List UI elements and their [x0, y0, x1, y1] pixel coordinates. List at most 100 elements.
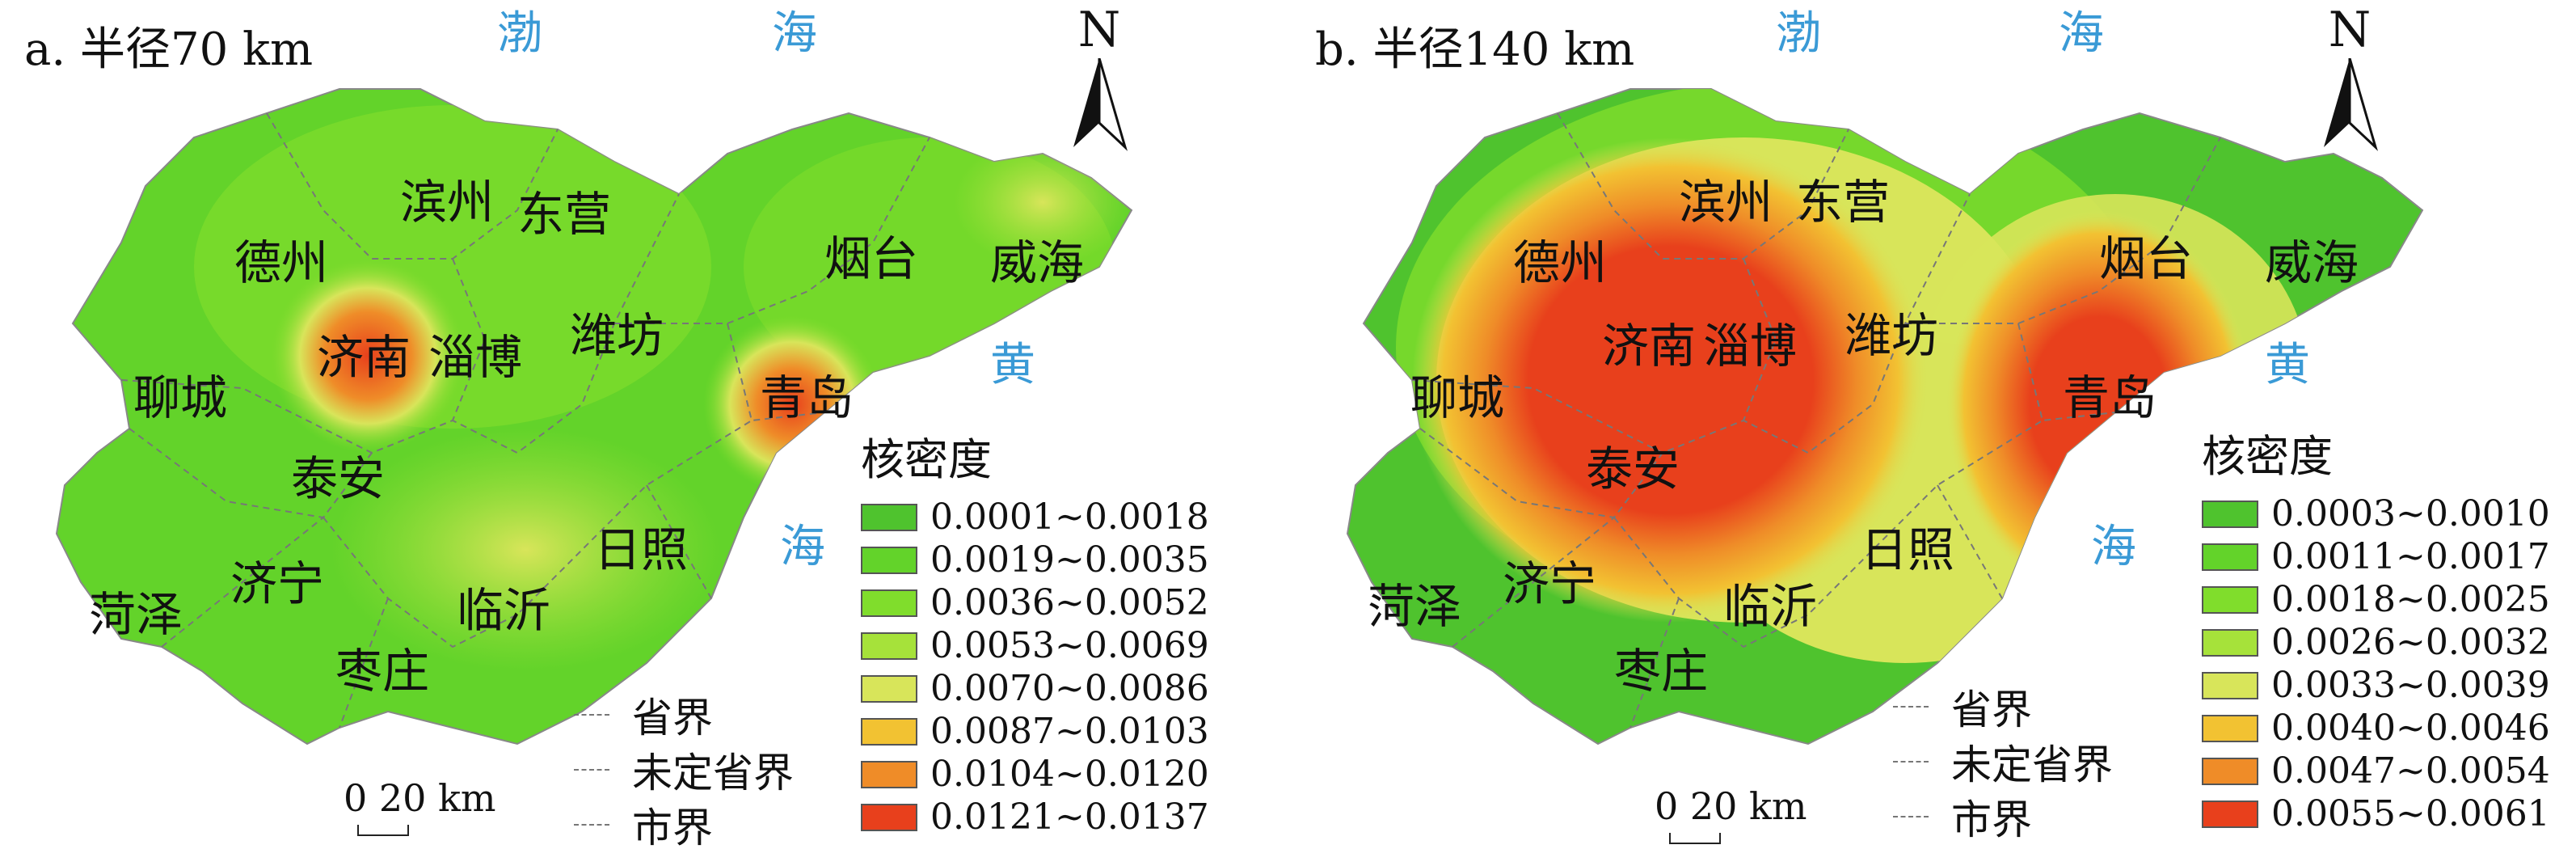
sea-label-huanghai-1: 黄 [990, 339, 1035, 391]
city-label: 青岛 [2063, 370, 2157, 425]
legend-range: 0.0104~0.0120 [930, 754, 1209, 795]
legend-swatch [2202, 714, 2258, 742]
city-label: 淄博 [428, 330, 522, 385]
legend-swatch [861, 503, 917, 531]
boundary-row: 未定省界 [1893, 734, 2113, 789]
legend-row: 0.0011~0.0017 [2202, 535, 2550, 578]
density-legend: 核密度 0.0003~0.0010 0.0011~0.0017 0.0018~0… [2202, 420, 2550, 835]
city-label: 潍坊 [1845, 308, 1938, 363]
city-label: 枣庄 [1614, 644, 1708, 699]
boundary-label: 市界 [1951, 796, 2032, 843]
legend-range: 0.0040~0.0046 [2271, 708, 2550, 749]
city-label: 临沂 [1723, 579, 1817, 634]
panel-title: b. 半径140 km [1315, 23, 1635, 76]
legend-range: 0.0036~0.0052 [930, 582, 1209, 623]
legend-range: 0.0019~0.0035 [930, 539, 1209, 581]
sea-label-huanghai-1: 黄 [2265, 339, 2310, 391]
boundary-line-swatch [1893, 706, 1929, 708]
city-label: 枣庄 [335, 644, 429, 699]
north-arrow: N [1067, 2, 1132, 158]
scale-label: 0 20 km [1655, 784, 1807, 828]
sea-label-bohai-2: 海 [772, 7, 817, 60]
boundary-label: 市界 [632, 805, 713, 851]
kernel-density-map-a: 渤 海 黄 海 滨州 东营 德州 烟台 威海 济南 淄博 潍坊 聊城 青岛 泰安… [55, 7, 1133, 746]
city-label: 威海 [990, 235, 1084, 290]
north-label: N [1077, 2, 1121, 58]
city-label: 日照 [1861, 522, 1954, 577]
legend-range: 0.0001~0.0018 [930, 496, 1209, 538]
city-label: 德州 [234, 235, 328, 290]
legend-range: 0.0121~0.0137 [930, 796, 1209, 838]
boundary-line-swatch [574, 714, 609, 716]
boundary-line-swatch [574, 824, 609, 826]
boundary-label: 未定省界 [632, 750, 794, 796]
city-label: 聊城 [1410, 370, 1504, 425]
city-label: 滨州 [400, 175, 494, 230]
boundary-row: 省界 [1893, 679, 2113, 734]
legend-swatch [861, 589, 917, 617]
city-label: 淄博 [1703, 319, 1797, 374]
city-label: 菏泽 [1368, 579, 1461, 634]
legend-range: 0.0011~0.0017 [2271, 536, 2550, 577]
city-label: 济宁 [1503, 556, 1596, 611]
city-label: 泰安 [291, 451, 385, 506]
legend-row: 0.0047~0.0054 [2202, 750, 2550, 792]
legend-row: 0.0055~0.0061 [2202, 792, 2550, 835]
legend-row: 0.0026~0.0032 [2202, 621, 2550, 664]
boundary-legend: 省界 未定省界 市界 [574, 687, 794, 852]
legend-range: 0.0033~0.0039 [2271, 665, 2550, 706]
legend-row: 0.0087~0.0103 [861, 710, 1209, 753]
legend-range: 0.0087~0.0103 [930, 711, 1209, 752]
legend-range: 0.0055~0.0061 [2271, 793, 2550, 834]
legend-range: 0.0003~0.0010 [2271, 493, 2550, 534]
legend-swatch [2202, 800, 2258, 828]
boundary-legend: 省界 未定省界 市界 [1893, 679, 2113, 844]
legend-range: 0.0026~0.0032 [2271, 622, 2550, 663]
legend-row: 0.0040~0.0046 [2202, 707, 2550, 750]
city-label: 烟台 [2099, 231, 2193, 286]
legend-row: 0.0070~0.0086 [861, 667, 1209, 710]
legend-range: 0.0070~0.0086 [930, 668, 1209, 709]
legend-row: 0.0003~0.0010 [2202, 492, 2550, 535]
city-label: 潍坊 [570, 308, 664, 363]
north-label: N [2328, 2, 2372, 58]
scale-bar [357, 825, 409, 836]
legend-swatch [2202, 585, 2258, 614]
scale-label: 0 20 km [344, 776, 496, 820]
legend-range: 0.0053~0.0069 [930, 625, 1209, 666]
legend-swatch [861, 803, 917, 831]
legend-swatch [2202, 543, 2258, 571]
boundary-line-swatch [574, 769, 609, 771]
legend-row: 0.0121~0.0137 [861, 796, 1209, 839]
legend-range: 0.0047~0.0054 [2271, 750, 2550, 792]
north-arrow: N [2317, 2, 2382, 158]
city-label: 济南 [317, 330, 411, 385]
legend-title: 核密度 [861, 434, 992, 485]
city-label: 烟台 [824, 231, 918, 286]
city-label: 东营 [517, 187, 611, 242]
city-label: 临沂 [457, 583, 550, 638]
map-panel-b: 渤 海 黄 海 滨州 东营 德州 烟台 威海 济南 淄博 潍坊 聊城 青岛 泰安… [1291, 0, 2576, 866]
city-label: 济宁 [230, 556, 324, 611]
boundary-row: 市界 [1893, 789, 2113, 844]
city-label: 东营 [1796, 175, 1890, 230]
sea-label-huanghai-2: 海 [2091, 521, 2136, 573]
panel-title: a. 半径70 km [24, 23, 314, 76]
city-label: 德州 [1513, 235, 1607, 290]
city-label: 菏泽 [89, 587, 183, 642]
legend-row: 0.0001~0.0018 [861, 496, 1209, 539]
legend-swatch [2202, 757, 2258, 785]
boundary-label: 省界 [1951, 686, 2032, 733]
city-label: 威海 [2265, 235, 2359, 290]
density-legend: 核密度 0.0001~0.0018 0.0019~0.0035 0.0036~0… [861, 424, 1209, 839]
sea-label-huanghai-2: 海 [780, 521, 825, 573]
province-shape-b [1346, 88, 2424, 746]
map-panel-a: 渤 海 黄 海 滨州 东营 德州 烟台 威海 济南 淄博 潍坊 聊城 青岛 泰安… [0, 0, 1285, 866]
legend-swatch [861, 674, 917, 703]
city-label: 青岛 [760, 370, 854, 425]
north-arrow-icon [1073, 57, 1128, 151]
sea-label-bohai-1: 渤 [497, 7, 542, 60]
legend-swatch [2202, 628, 2258, 657]
boundary-line-swatch [1893, 816, 1929, 817]
legend-range: 0.0018~0.0025 [2271, 579, 2550, 620]
